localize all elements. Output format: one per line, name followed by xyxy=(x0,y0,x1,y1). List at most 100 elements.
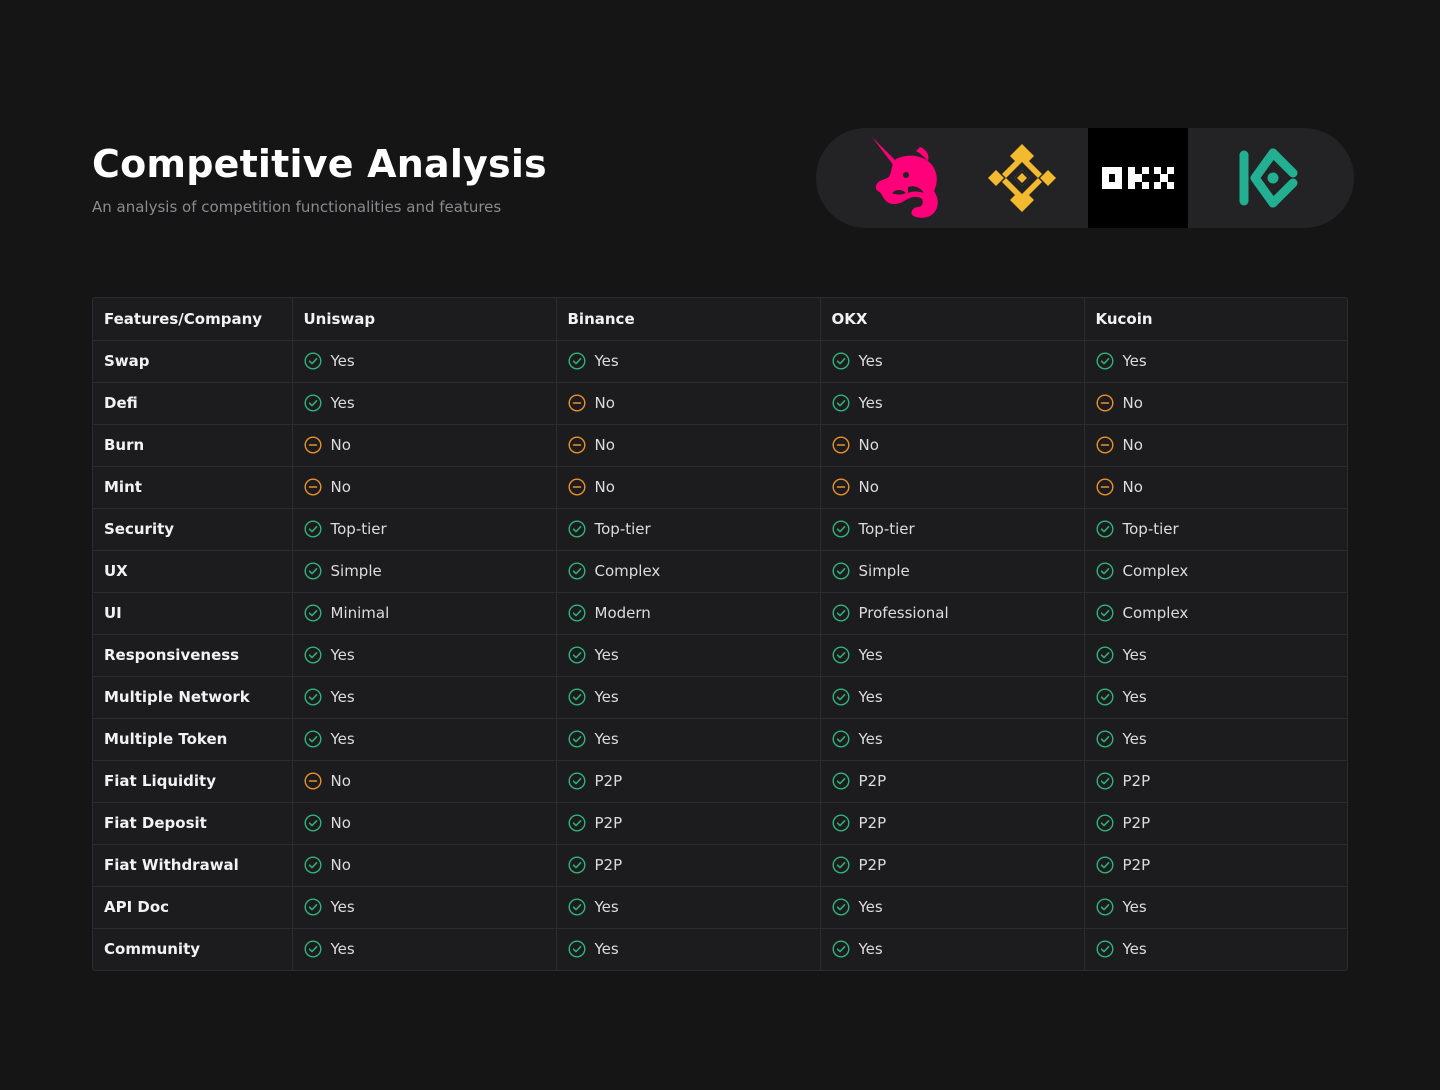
table-row: Fiat Liquidity No P2P P2P P2P xyxy=(93,760,1347,803)
minus-circle-icon xyxy=(567,478,586,496)
table-cell: No xyxy=(556,382,821,425)
check-circle-icon xyxy=(567,352,586,370)
cell-value: No xyxy=(330,478,351,496)
table-row: Multiple Token Yes Yes Yes Yes xyxy=(93,718,1347,761)
table-cell: No xyxy=(292,802,557,845)
table-cell: Simple xyxy=(820,550,1085,593)
check-circle-icon xyxy=(831,394,850,412)
cell-value: No xyxy=(858,436,879,454)
cell-value: Professional xyxy=(858,604,949,622)
table-cell: P2P xyxy=(556,760,821,803)
cell-value: No xyxy=(594,436,615,454)
table-cell: Yes xyxy=(820,928,1085,970)
check-circle-icon xyxy=(1095,604,1114,622)
minus-circle-icon xyxy=(831,436,850,454)
table-cell: Yes xyxy=(292,718,557,761)
cell-value: Modern xyxy=(594,604,651,622)
cell-value: No xyxy=(1122,394,1143,412)
page-title: Competitive Analysis xyxy=(92,142,547,186)
table-cell: No xyxy=(292,466,557,509)
check-circle-icon xyxy=(831,520,850,538)
cell-value: Yes xyxy=(858,730,883,748)
check-circle-icon xyxy=(1095,730,1114,748)
minus-circle-icon xyxy=(1095,394,1114,412)
table-cell: Top-tier xyxy=(1084,508,1347,551)
minus-circle-icon xyxy=(303,478,322,496)
cell-value: Yes xyxy=(1122,898,1147,916)
cell-value: P2P xyxy=(858,856,887,874)
cell-value: Yes xyxy=(1122,646,1147,664)
minus-circle-icon xyxy=(831,478,850,496)
table-cell: Yes xyxy=(820,340,1085,383)
check-circle-icon xyxy=(303,562,322,580)
check-circle-icon xyxy=(567,814,586,832)
cell-value: Top-tier xyxy=(1122,520,1179,538)
check-circle-icon xyxy=(831,772,850,790)
kucoin-logo xyxy=(1216,128,1316,228)
table-cell: Yes xyxy=(1084,676,1347,719)
cell-value: Yes xyxy=(594,688,619,706)
table-cell: Yes xyxy=(292,340,557,383)
check-circle-icon xyxy=(1095,814,1114,832)
cell-value: Yes xyxy=(330,730,355,748)
table-cell: Professional xyxy=(820,592,1085,635)
table-row: Swap Yes Yes Yes Yes xyxy=(93,340,1347,383)
comparison-table: Features/Company Uniswap Binance OKX Kucoin … xyxy=(92,297,1348,971)
company-logos xyxy=(816,128,1354,228)
check-circle-icon xyxy=(831,856,850,874)
check-circle-icon xyxy=(303,352,322,370)
feature-label: Mint xyxy=(93,466,293,509)
cell-value: Simple xyxy=(858,562,910,580)
check-circle-icon xyxy=(831,562,850,580)
cell-value: Yes xyxy=(1122,940,1147,959)
table-row: Responsiveness Yes Yes Yes Yes xyxy=(93,634,1347,677)
table-cell: No xyxy=(1084,424,1347,467)
table-row: UX Simple Complex Simple Complex xyxy=(93,550,1347,593)
cell-value: Complex xyxy=(594,562,661,580)
feature-label: UX xyxy=(93,550,293,593)
check-circle-icon xyxy=(831,352,850,370)
table-cell: Simple xyxy=(292,550,557,593)
column-header-binance: Binance xyxy=(556,298,821,341)
check-circle-icon xyxy=(831,940,850,958)
table-cell: Yes xyxy=(292,886,557,929)
check-circle-icon xyxy=(1095,688,1114,706)
check-circle-icon xyxy=(1095,562,1114,580)
feature-label: Burn xyxy=(93,424,293,467)
table-row: Multiple Network Yes Yes Yes Yes xyxy=(93,676,1347,719)
check-circle-icon xyxy=(303,394,322,412)
feature-label: Community xyxy=(93,928,293,970)
table-header-row: Features/Company Uniswap Binance OKX Kucoin xyxy=(93,298,1347,341)
table-cell: Yes xyxy=(1084,634,1347,677)
check-circle-icon xyxy=(303,940,322,958)
cell-value: P2P xyxy=(594,856,623,874)
check-circle-icon xyxy=(1095,646,1114,664)
table-cell: Yes xyxy=(556,340,821,383)
check-circle-icon xyxy=(303,646,322,664)
cell-value: Yes xyxy=(594,898,619,916)
page-subtitle: An analysis of competition functionaliti… xyxy=(92,198,502,216)
table-cell: Complex xyxy=(556,550,821,593)
table-cell: Yes xyxy=(292,676,557,719)
table-cell: Complex xyxy=(1084,592,1347,635)
cell-value: Yes xyxy=(330,898,355,916)
table-cell: Minimal xyxy=(292,592,557,635)
check-circle-icon xyxy=(567,898,586,916)
check-circle-icon xyxy=(567,940,586,958)
cell-value: P2P xyxy=(594,814,623,832)
table-cell: P2P xyxy=(556,802,821,845)
cell-value: Yes xyxy=(594,940,619,959)
check-circle-icon xyxy=(831,814,850,832)
minus-circle-icon xyxy=(1095,436,1114,454)
table-cell: P2P xyxy=(1084,760,1347,803)
table-cell: Yes xyxy=(292,382,557,425)
check-circle-icon xyxy=(831,646,850,664)
minus-circle-icon xyxy=(567,394,586,412)
cell-value: Yes xyxy=(330,688,355,706)
table-cell: Yes xyxy=(556,676,821,719)
cell-value: Yes xyxy=(858,394,883,412)
cell-value: Top-tier xyxy=(330,520,387,538)
cell-value: No xyxy=(330,814,351,832)
cell-value: Minimal xyxy=(330,604,390,622)
feature-label: Security xyxy=(93,508,293,551)
